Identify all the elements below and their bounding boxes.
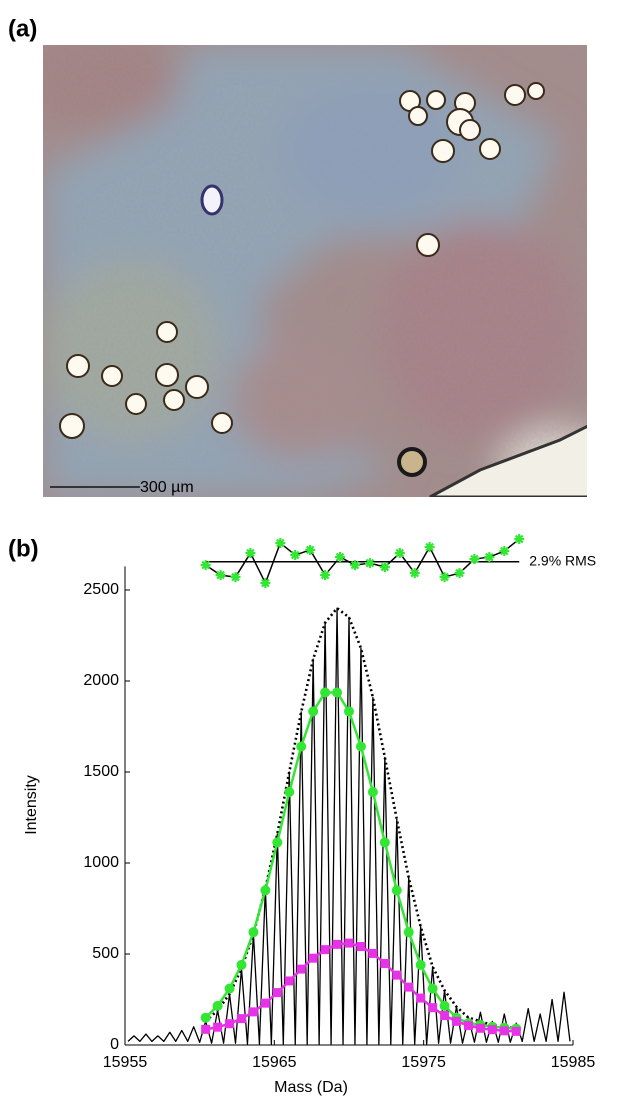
marker xyxy=(475,1023,485,1033)
y-tick-label: 1000 xyxy=(83,854,119,871)
marker xyxy=(391,885,402,896)
marker xyxy=(439,1000,450,1011)
series-line xyxy=(205,538,520,584)
marker xyxy=(260,578,271,589)
panel-label: (b) xyxy=(8,535,39,562)
marker xyxy=(332,687,343,698)
marker xyxy=(230,572,241,583)
marker xyxy=(296,964,306,974)
marker xyxy=(245,548,256,559)
marker xyxy=(200,1012,211,1023)
marker xyxy=(272,988,282,998)
marker xyxy=(260,998,270,1008)
marker xyxy=(200,560,211,571)
marker xyxy=(511,1026,521,1036)
marker xyxy=(499,546,510,557)
marker xyxy=(290,550,301,561)
marker xyxy=(368,948,378,958)
y-tick-label: 500 xyxy=(92,945,119,962)
panel-label: (a) xyxy=(8,15,37,42)
marker xyxy=(296,741,307,752)
y-axis-label: Intensity xyxy=(23,775,40,835)
marker xyxy=(236,959,247,970)
marker xyxy=(275,538,286,549)
marker xyxy=(320,945,330,955)
marker xyxy=(344,706,354,717)
scale-bar-label: 300 µm xyxy=(140,479,194,496)
marker xyxy=(320,570,331,581)
micrograph xyxy=(43,45,587,497)
marker xyxy=(380,958,390,968)
x-tick-label: 15955 xyxy=(103,1054,148,1071)
marker xyxy=(409,568,420,579)
marker xyxy=(308,706,319,717)
marker xyxy=(469,554,480,565)
marker xyxy=(392,970,402,980)
marker xyxy=(201,1024,211,1034)
marker xyxy=(427,983,438,994)
x-axis-label: Mass (Da) xyxy=(274,1079,348,1096)
marker xyxy=(260,885,271,896)
marker xyxy=(403,927,414,938)
x-tick-label: 15975 xyxy=(401,1054,446,1071)
marker xyxy=(484,552,495,563)
y-tick-label: 0 xyxy=(110,1036,119,1053)
marker xyxy=(404,982,414,992)
marker xyxy=(213,1022,223,1032)
marker xyxy=(394,548,405,559)
y-tick-label: 2000 xyxy=(83,672,119,689)
marker xyxy=(440,1011,450,1021)
reference-label: 2.9% RMS xyxy=(529,552,596,568)
y-tick-label: 2500 xyxy=(83,581,119,598)
marker xyxy=(224,983,235,994)
marker xyxy=(248,927,259,938)
marker xyxy=(284,787,295,798)
marker xyxy=(379,837,390,848)
marker xyxy=(367,787,378,798)
marker xyxy=(415,959,426,970)
marker xyxy=(248,1007,258,1017)
marker xyxy=(356,942,366,952)
marker xyxy=(212,1000,223,1011)
marker xyxy=(305,544,316,555)
marker xyxy=(463,1021,473,1031)
marker xyxy=(379,562,390,573)
marker xyxy=(215,570,226,581)
marker xyxy=(332,939,342,949)
x-tick-label: 15985 xyxy=(551,1054,596,1071)
marker xyxy=(308,953,318,963)
marker xyxy=(424,542,435,553)
marker xyxy=(452,1016,462,1026)
marker xyxy=(364,558,375,569)
marker xyxy=(225,1019,235,1029)
marker xyxy=(349,560,360,571)
x-tick-label: 15965 xyxy=(252,1054,297,1071)
marker xyxy=(514,534,525,545)
series-line xyxy=(127,607,571,1045)
marker xyxy=(355,741,366,752)
marker xyxy=(499,1026,509,1036)
marker xyxy=(272,837,283,848)
marker xyxy=(416,993,426,1003)
marker xyxy=(454,568,465,579)
marker xyxy=(344,938,354,948)
marker xyxy=(320,687,331,698)
marker xyxy=(439,572,450,583)
marker xyxy=(236,1014,246,1024)
marker xyxy=(335,552,346,563)
y-tick-label: 1500 xyxy=(83,763,119,780)
marker xyxy=(284,976,294,986)
marker xyxy=(428,1003,438,1013)
marker xyxy=(487,1025,497,1035)
